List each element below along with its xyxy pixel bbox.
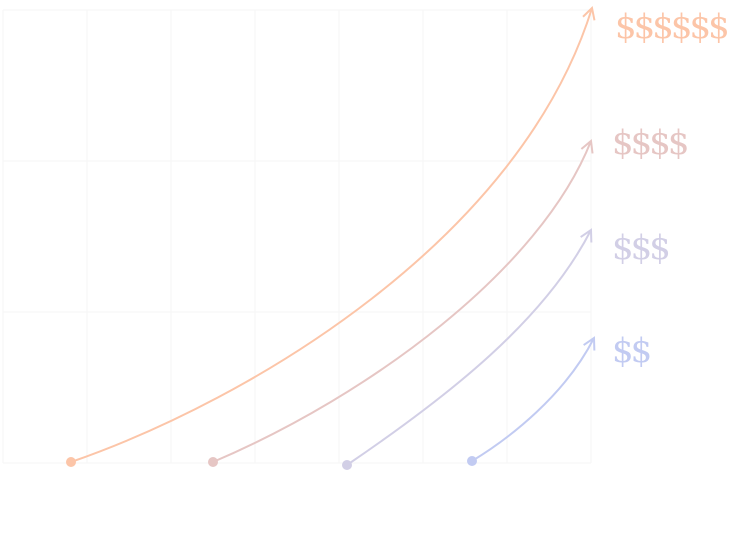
arrowhead-icon — [580, 228, 593, 243]
start-dot — [66, 457, 76, 467]
tier-label-4: $$$$ — [612, 123, 690, 163]
background-grid — [2, 9, 592, 464]
start-dot — [208, 457, 218, 467]
growth-curve — [212, 140, 592, 463]
growth-curve — [346, 229, 592, 466]
arrowhead-icon — [583, 336, 596, 351]
growth-curve — [471, 337, 595, 462]
tier-label-6: $$$$$$ — [615, 7, 729, 47]
tier-label-2: $$ — [612, 331, 652, 371]
arrowhead-icon — [582, 6, 596, 21]
arrowhead-icon — [580, 139, 594, 154]
growth-curves — [66, 6, 596, 470]
growth-curve — [70, 7, 593, 463]
start-dot — [342, 460, 352, 470]
tier-label-3: $$$ — [612, 228, 671, 268]
start-dot — [467, 456, 477, 466]
